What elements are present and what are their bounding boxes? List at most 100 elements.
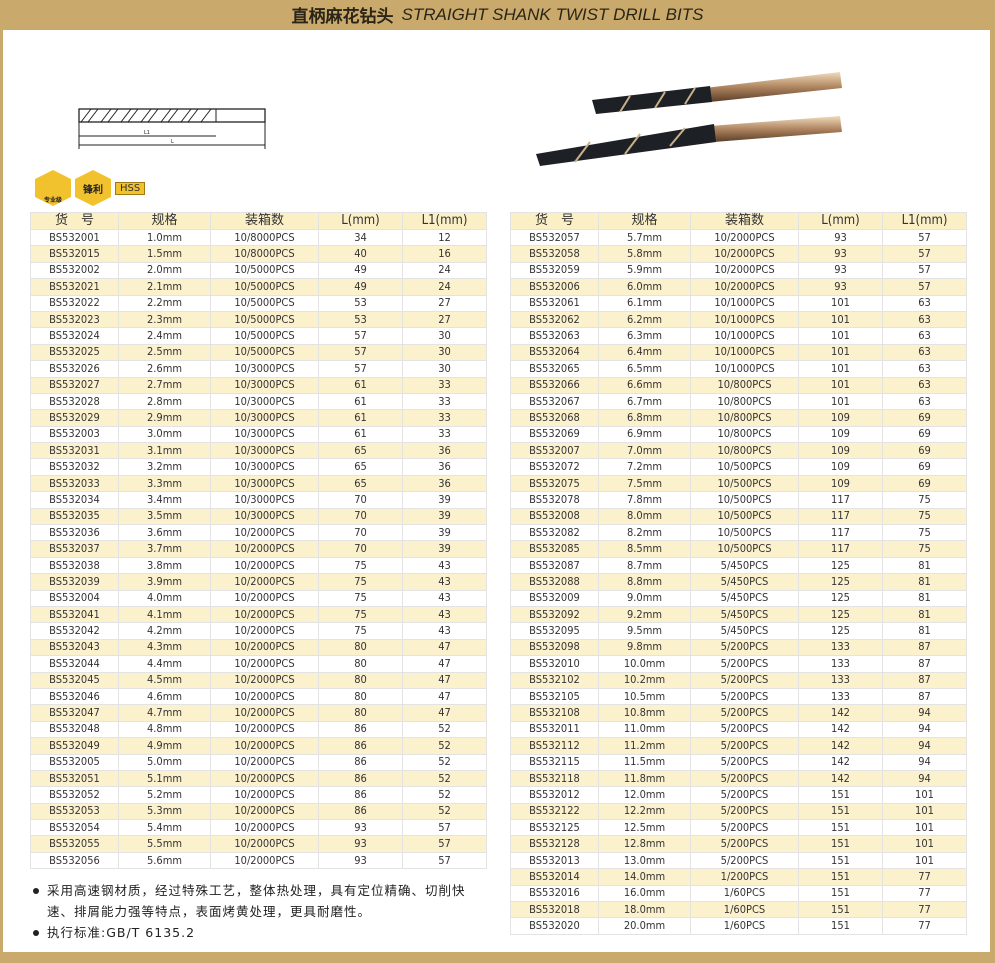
cell-flute-length: 33 [402,425,487,444]
cell-length: 49 [318,261,403,280]
table-row: BS532033 3.3mm 10/3000PCS 65 36 [30,474,487,493]
cell-length: 117 [798,507,883,526]
cell-spec: 20.0mm [598,917,691,935]
cell-flute-length: 52 [402,737,487,755]
table-row: BS532068 6.8mm 10/800PCS 109 69 [510,409,967,427]
cell-item-no: BS532003 [30,425,119,444]
cell-packing: 10/2000PCS [210,589,319,607]
cell-length: 109 [798,409,883,427]
cell-packing: 10/3000PCS [210,376,319,394]
cell-spec: 2.2mm [118,294,211,312]
cell-spec: 3.0mm [118,425,211,444]
cell-item-no: BS532058 [510,245,599,263]
cell-packing: 10/5000PCS [210,278,319,296]
cell-length: 93 [798,228,883,247]
cell-packing: 10/2000PCS [210,573,319,591]
cell-length: 86 [318,720,403,739]
cell-flute-length: 69 [882,474,967,493]
cell-spec: 5.1mm [118,769,211,788]
cell-packing: 5/450PCS [690,589,799,607]
cell-length: 75 [318,589,403,607]
table-row: BS532115 11.5mm 5/200PCS 142 94 [510,753,967,771]
cell-item-no: BS532112 [510,737,599,755]
cell-packing: 10/1000PCS [690,310,799,329]
table-row: BS532066 6.6mm 10/800PCS 101 63 [510,376,967,394]
cell-flute-length: 77 [882,917,967,935]
cell-packing: 10/5000PCS [210,310,319,329]
cell-item-no: BS532011 [510,720,599,739]
cell-length: 70 [318,507,403,526]
table-row: BS532029 2.9mm 10/3000PCS 61 33 [30,409,487,427]
cell-item-no: BS532072 [510,458,599,476]
cell-item-no: BS532044 [30,655,119,673]
header-length: L(mm) [318,212,403,230]
cell-length: 93 [798,245,883,263]
cell-length: 57 [318,327,403,345]
cell-flute-length: 69 [882,458,967,476]
cell-flute-length: 63 [882,327,967,345]
cell-length: 65 [318,442,403,460]
cell-packing: 10/800PCS [690,376,799,394]
cell-flute-length: 57 [882,278,967,296]
cell-spec: 3.3mm [118,474,211,493]
cell-length: 93 [798,261,883,280]
cell-flute-length: 24 [402,278,487,296]
cell-item-no: BS532004 [30,589,119,607]
cell-length: 101 [798,310,883,329]
cell-length: 75 [318,556,403,575]
cell-packing: 10/2000PCS [690,245,799,263]
cell-length: 86 [318,737,403,755]
cell-spec: 3.5mm [118,507,211,526]
product-notes: 采用高速钢材质，经过特殊工艺，整体热处理，具有定位精确、切削快速、排屑能力强等特… [32,880,487,943]
cell-spec: 11.0mm [598,720,691,739]
cell-length: 93 [318,819,403,837]
table-row: BS532003 3.0mm 10/3000PCS 61 33 [30,425,487,444]
cell-length: 86 [318,786,403,804]
cell-packing: 10/2000PCS [210,802,319,821]
cell-packing: 10/1000PCS [690,327,799,345]
cell-flute-length: 94 [882,720,967,739]
cell-item-no: BS532049 [30,737,119,755]
table-row: BS532009 9.0mm 5/450PCS 125 81 [510,589,967,607]
professional-grade-badge-icon: 专业级 [35,170,71,206]
cell-length: 125 [798,622,883,640]
cell-packing: 5/200PCS [690,819,799,837]
cell-packing: 10/2000PCS [210,671,319,689]
cell-spec: 2.6mm [118,360,211,378]
cell-length: 117 [798,540,883,558]
table-row: BS532022 2.2mm 10/5000PCS 53 27 [30,294,487,312]
cell-spec: 6.5mm [598,360,691,378]
cell-packing: 5/200PCS [690,704,799,722]
cell-length: 70 [318,540,403,558]
table-row: BS532057 5.7mm 10/2000PCS 93 57 [510,228,967,247]
table-row: BS532021 2.1mm 10/5000PCS 49 24 [30,278,487,296]
cell-item-no: BS532028 [30,392,119,411]
cell-length: 70 [318,491,403,509]
cell-length: 80 [318,638,403,657]
cell-spec: 4.7mm [118,704,211,722]
cell-flute-length: 39 [402,524,487,542]
cell-spec: 10.2mm [598,671,691,689]
cell-packing: 10/2000PCS [210,835,319,853]
table-row: BS532034 3.4mm 10/3000PCS 70 39 [30,491,487,509]
header-flute-length: L1(mm) [882,212,967,230]
cell-item-no: BS532047 [30,704,119,722]
cell-length: 61 [318,425,403,444]
cell-packing: 10/5000PCS [210,327,319,345]
cell-spec: 2.5mm [118,343,211,362]
cell-length: 101 [798,376,883,394]
cell-length: 125 [798,589,883,607]
cell-spec: 5.3mm [118,802,211,821]
cell-packing: 5/200PCS [690,851,799,870]
cell-item-no: BS532063 [510,327,599,345]
cell-spec: 6.2mm [598,310,691,329]
cell-length: 93 [318,835,403,853]
table-row: BS532058 5.8mm 10/2000PCS 93 57 [510,245,967,263]
cell-spec: 4.1mm [118,605,211,624]
cell-spec: 3.4mm [118,491,211,509]
cell-packing: 10/3000PCS [210,474,319,493]
cell-item-no: BS532020 [510,917,599,935]
cell-flute-length: 94 [882,769,967,788]
cell-spec: 10.0mm [598,655,691,673]
cell-item-no: BS532105 [510,687,599,706]
